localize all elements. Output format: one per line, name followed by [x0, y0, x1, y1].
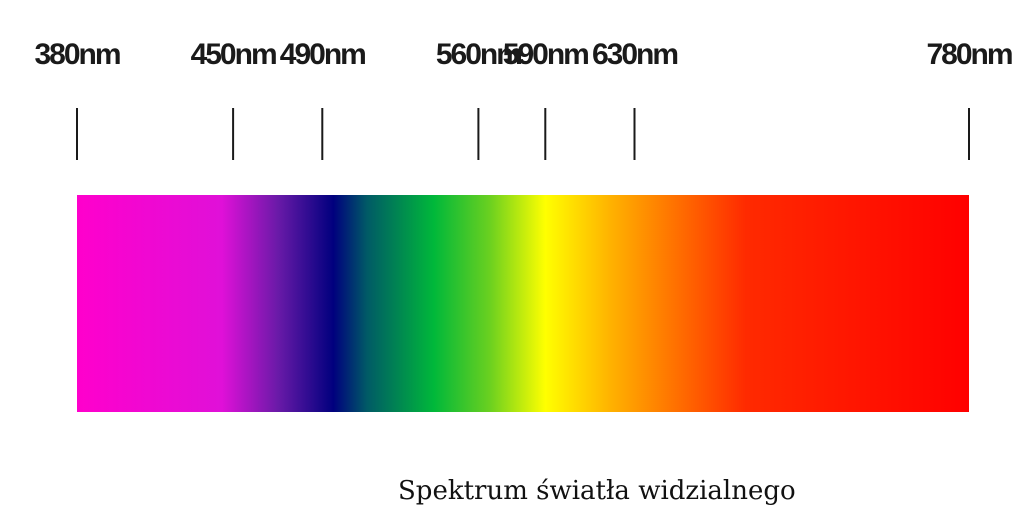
- tick-label-380: 380nm: [34, 38, 119, 71]
- tick-label-630: 630nm: [592, 38, 677, 71]
- tick-label-450: 450nm: [191, 38, 276, 71]
- caption: Spektrum światła widzialnego: [398, 476, 796, 506]
- tick-label-490: 490nm: [280, 38, 365, 71]
- tick-label-590: 590nm: [503, 38, 588, 71]
- tick-label-780: 780nm: [926, 38, 1011, 71]
- tick-marks: [76, 108, 970, 160]
- tick-label-560: 560nm: [436, 38, 521, 71]
- spectrum-bar: [77, 195, 969, 412]
